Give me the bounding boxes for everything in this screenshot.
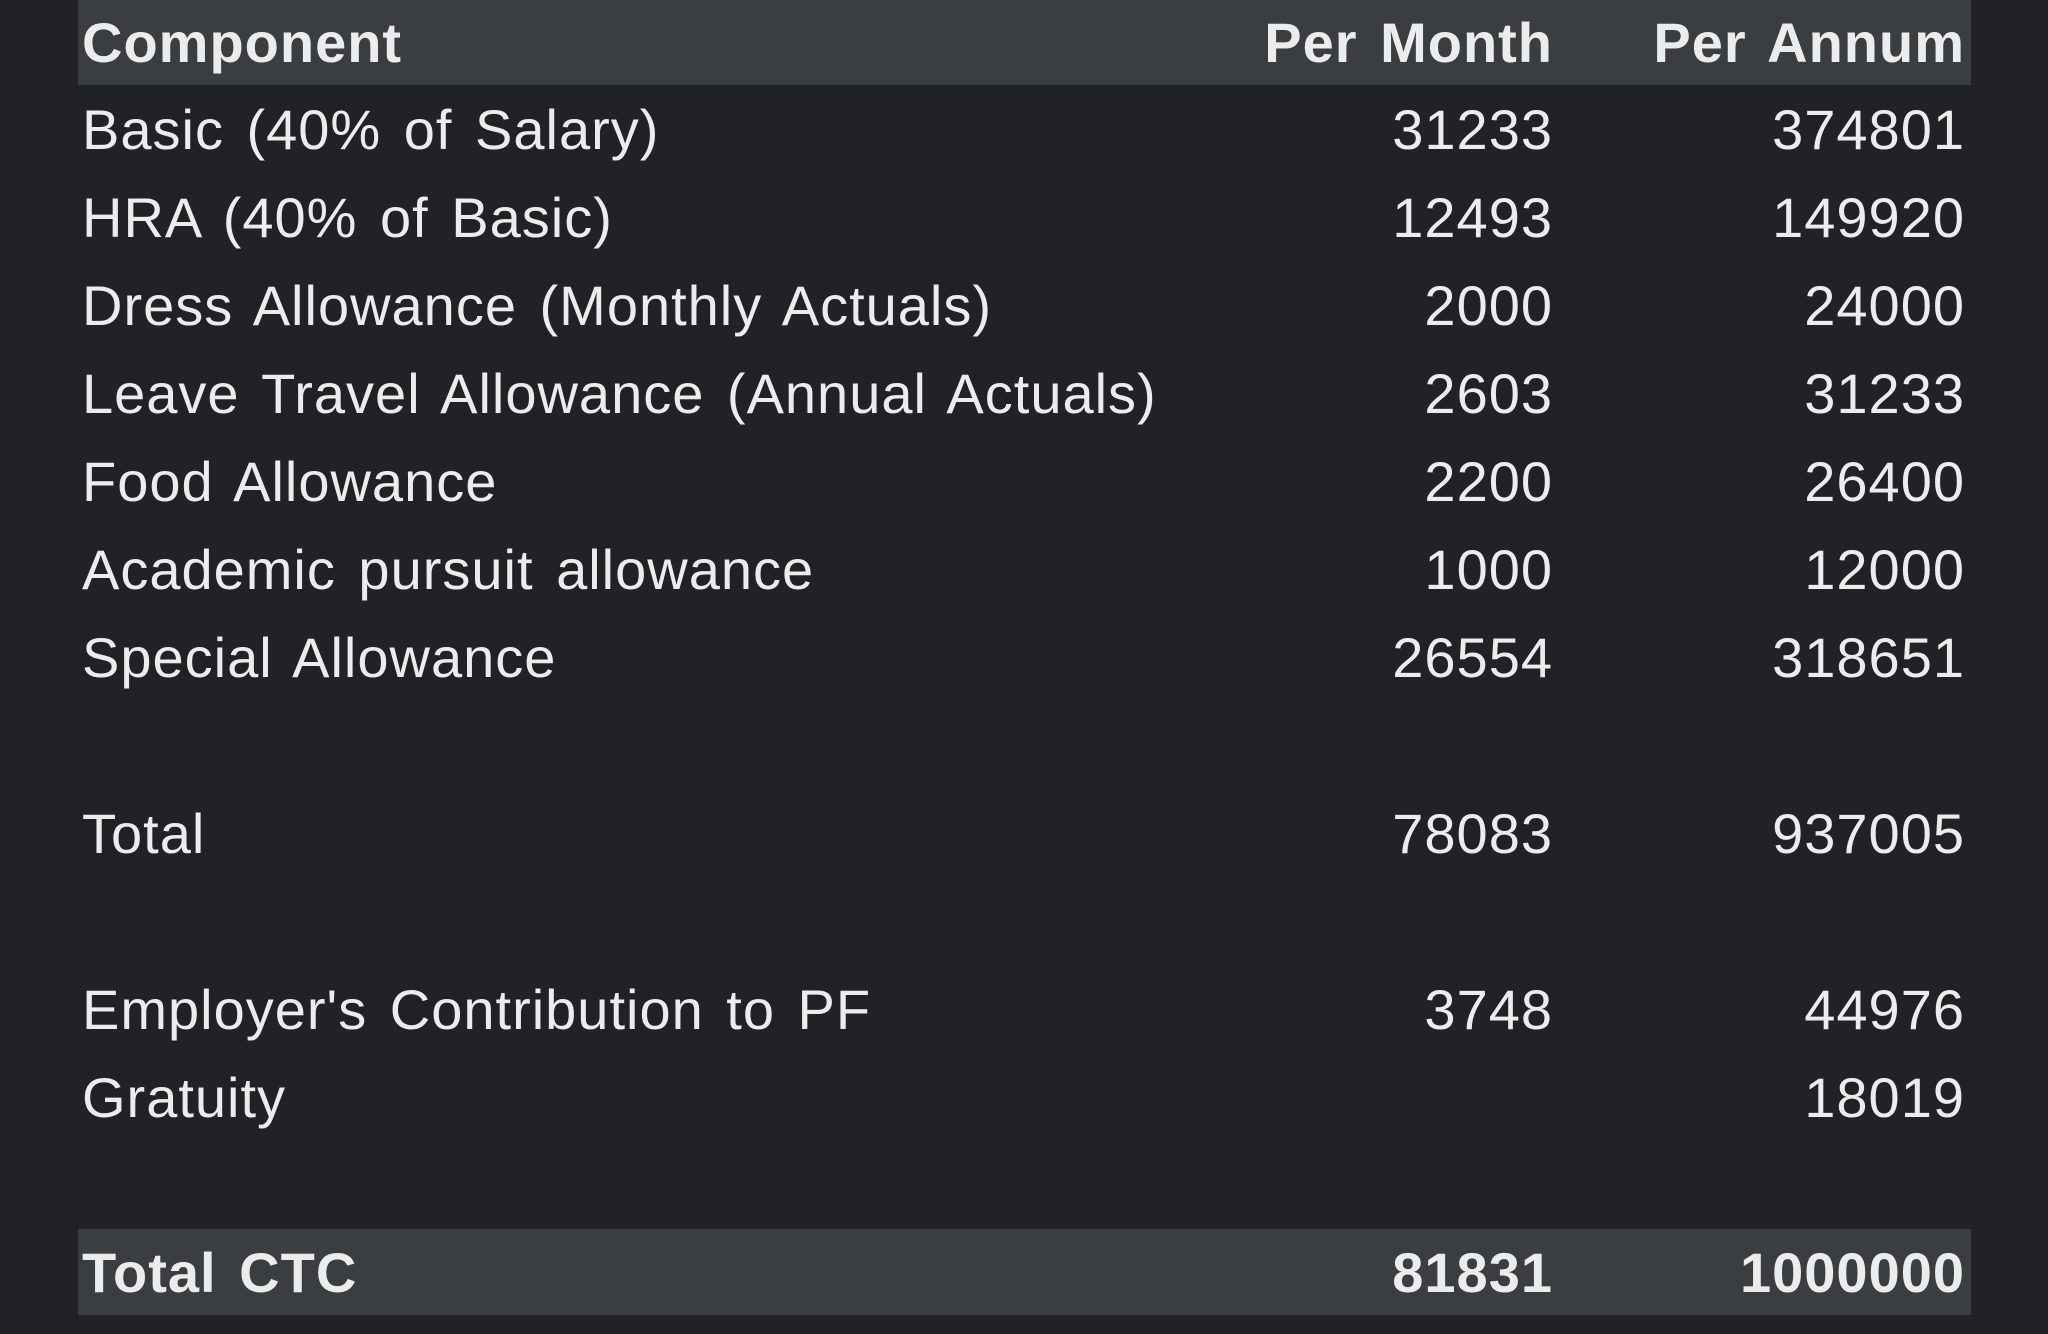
- per-annum-cell: 374801: [1772, 97, 1965, 161]
- component-cell: Gratuity: [82, 1065, 287, 1129]
- table-row: Academic pursuit allowance 1000 12000: [78, 525, 1971, 613]
- table-row-pf: Employer's Contribution to PF 3748 44976: [78, 965, 1971, 1053]
- per-annum-cell: 18019: [1804, 1065, 1965, 1129]
- per-annum-cell: 12000: [1804, 537, 1965, 601]
- table-row: Food Allowance 2200 26400: [78, 437, 1971, 525]
- per-month-cell: 2000: [1424, 273, 1553, 337]
- component-cell: HRA (40% of Basic): [82, 185, 613, 249]
- header-per-annum: Per Annum: [1653, 11, 1965, 74]
- per-annum-cell: 44976: [1804, 977, 1965, 1041]
- component-cell: Food Allowance: [82, 449, 498, 513]
- header-component: Component: [82, 11, 403, 74]
- component-cell: Dress Allowance (Monthly Actuals): [82, 273, 993, 337]
- per-month-cell: 2200: [1424, 449, 1553, 513]
- component-cell: Leave Travel Allowance (Annual Actuals): [82, 361, 1157, 425]
- salary-breakup-table: Component Per Month Per Annum Basic (40%…: [78, 0, 1971, 1315]
- component-cell: Academic pursuit allowance: [82, 537, 815, 601]
- table-row: Special Allowance 26554 318651: [78, 613, 1971, 701]
- per-annum-cell: 26400: [1804, 449, 1965, 513]
- total-label: Total: [82, 801, 206, 865]
- table-row-gratuity: Gratuity 18019: [78, 1053, 1971, 1141]
- per-annum-cell: 31233: [1804, 361, 1965, 425]
- per-month-cell: 3748: [1424, 977, 1553, 1041]
- per-annum-cell: 24000: [1804, 273, 1965, 337]
- per-month-cell: 12493: [1392, 185, 1553, 249]
- total-per-annum: 937005: [1772, 801, 1965, 865]
- row-spacer: [78, 701, 1971, 789]
- table-row: Leave Travel Allowance (Annual Actuals) …: [78, 349, 1971, 437]
- table-row: Basic (40% of Salary) 31233 374801: [78, 85, 1971, 173]
- per-annum-cell: 318651: [1772, 625, 1965, 689]
- total-per-month: 78083: [1392, 801, 1553, 865]
- table-header-row: Component Per Month Per Annum: [78, 0, 1971, 85]
- per-month-cell: 26554: [1392, 625, 1553, 689]
- table-row: HRA (40% of Basic) 12493 149920: [78, 173, 1971, 261]
- per-month-cell: 2603: [1424, 361, 1553, 425]
- row-spacer: [78, 1141, 1971, 1229]
- total-row: Total 78083 937005: [78, 789, 1971, 877]
- row-spacer: [78, 877, 1971, 965]
- total-ctc-per-month: 81831: [1392, 1240, 1553, 1304]
- total-ctc-label: Total CTC: [82, 1240, 358, 1304]
- component-cell: Special Allowance: [82, 625, 557, 689]
- per-annum-cell: 149920: [1772, 185, 1965, 249]
- total-ctc-per-annum: 1000000: [1739, 1240, 1965, 1304]
- table-row: Dress Allowance (Monthly Actuals) 2000 2…: [78, 261, 1971, 349]
- per-month-cell: 1000: [1424, 537, 1553, 601]
- total-ctc-row: Total CTC 81831 1000000: [78, 1229, 1971, 1315]
- header-per-month: Per Month: [1264, 11, 1553, 74]
- per-month-cell: 31233: [1392, 97, 1553, 161]
- component-cell: Employer's Contribution to PF: [82, 977, 872, 1041]
- component-cell: Basic (40% of Salary): [82, 97, 660, 161]
